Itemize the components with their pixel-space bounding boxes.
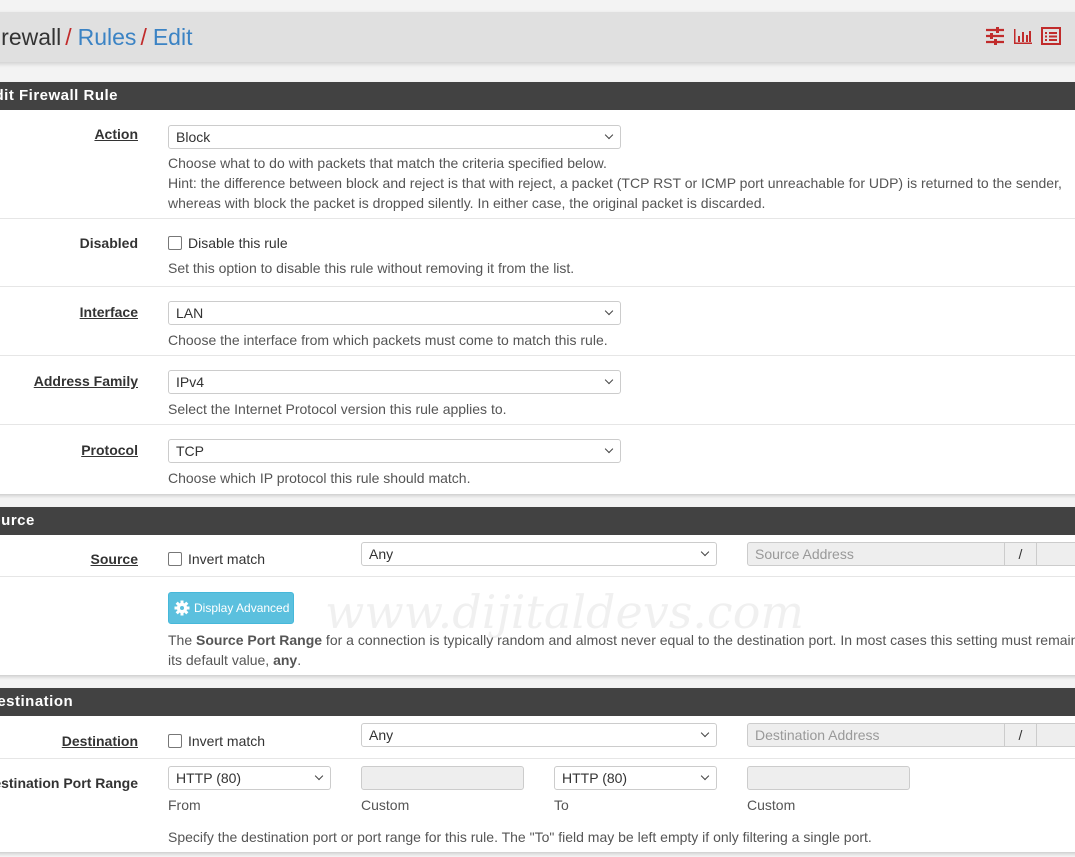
checkbox[interactable] — [168, 236, 182, 250]
breadcrumb-rules[interactable]: Rules — [77, 24, 137, 50]
disabled-label: Disabled — [79, 235, 138, 251]
port-from-custom-input[interactable] — [361, 766, 524, 790]
checkbox-label: Invert match — [188, 733, 266, 749]
disabled-help: Set this option to disable this rule wit… — [168, 260, 575, 276]
port-from-select[interactable]: HTTP (80) — [168, 766, 331, 790]
source-mask-select[interactable] — [1036, 542, 1075, 566]
watermark: www.dijitaldevs.com — [325, 585, 805, 639]
interface-help: Choose the interface from which packets … — [168, 332, 608, 348]
display-advanced-button[interactable]: Display Advanced — [168, 592, 294, 624]
interface-row: Interface LAN Choose the interface from … — [0, 287, 1075, 356]
protocol-label: Protocol — [81, 442, 138, 458]
address-family-help: Select the Internet Protocol version thi… — [168, 401, 507, 417]
breadcrumb: Firewall/Rules/Edit — [0, 24, 192, 51]
checkbox[interactable] — [168, 552, 182, 566]
checkbox[interactable] — [168, 734, 182, 748]
from-label: From — [168, 797, 201, 813]
destination-mask-select[interactable] — [1036, 723, 1075, 747]
breadcrumb-separator: / — [140, 24, 147, 50]
address-family-label: Address Family — [33, 373, 138, 389]
action-label: Action — [94, 126, 138, 142]
breadcrumb-separator: / — [65, 24, 72, 50]
protocol-help: Choose which IP protocol this rule shoul… — [168, 470, 471, 486]
protocol-select[interactable]: TCP — [168, 439, 621, 463]
destination-label: Destination — [61, 733, 138, 749]
breadcrumb-edit[interactable]: Edit — [152, 24, 193, 50]
action-hint: Hint: the difference between block and r… — [168, 175, 1062, 191]
destination-mask-separator: / — [1004, 723, 1037, 747]
source-advanced-row: Display Advanced The Source Port Range f… — [0, 577, 1075, 675]
destination-panel: Destination Destination Invert match Any… — [0, 688, 1075, 852]
checkbox-label: Disable this rule — [188, 235, 288, 251]
source-port-help-2: its default value, any. — [168, 650, 301, 670]
breadcrumb-firewall: Firewall — [0, 24, 62, 50]
to-label: To — [554, 797, 569, 813]
destination-port-row: Destination Port Range HTTP (80) HTTP (8… — [0, 759, 1075, 852]
destination-invert-checkbox[interactable]: Invert match — [168, 733, 265, 749]
panel-heading: Destination — [0, 688, 1075, 716]
custom-label: Custom — [747, 797, 796, 813]
help-text: for a connection is typically random and… — [322, 632, 1075, 648]
destination-row: Destination Invert match Any Destination… — [0, 716, 1075, 759]
port-to-custom-input[interactable] — [747, 766, 910, 790]
address-family-row: Address Family IPv4 Select the Internet … — [0, 356, 1075, 425]
address-family-select[interactable]: IPv4 — [168, 370, 621, 394]
button-label: Display Advanced — [194, 601, 290, 615]
edit-rule-panel: Edit Firewall Rule Action Block Choose w… — [0, 82, 1075, 494]
gear-icon — [174, 600, 190, 616]
source-type-select[interactable]: Any — [361, 542, 717, 566]
bar-chart-icon[interactable] — [1013, 27, 1033, 45]
list-icon[interactable] — [1041, 27, 1061, 45]
action-row: Action Block Choose what to do with pack… — [0, 110, 1075, 219]
source-port-help: The Source Port Range for a connection i… — [168, 630, 1075, 650]
source-mask-separator: / — [1004, 542, 1037, 566]
protocol-row: Protocol TCP Choose which IP protocol th… — [0, 425, 1075, 494]
source-invert-checkbox[interactable]: Invert match — [168, 551, 265, 567]
source-label: Source — [90, 551, 138, 567]
checkbox-label: Invert match — [188, 551, 266, 567]
source-panel: Source Source Invert match Any Source Ad… — [0, 507, 1075, 675]
interface-select[interactable]: LAN — [168, 301, 621, 325]
help-bold: Source Port Range — [196, 632, 323, 648]
destination-port-help: Specify the destination port or port ran… — [168, 829, 872, 845]
port-to-select[interactable]: HTTP (80) — [554, 766, 717, 790]
custom-label: Custom — [361, 797, 410, 813]
sliders-icon[interactable] — [985, 27, 1005, 45]
destination-address-input[interactable]: Destination Address — [747, 723, 1005, 747]
help-bold: any — [273, 652, 298, 668]
action-select[interactable]: Block — [168, 125, 621, 149]
page-header — [0, 12, 1075, 62]
destination-type-select[interactable]: Any — [361, 723, 717, 747]
disabled-row: Disabled Disable this rule Set this opti… — [0, 219, 1075, 287]
interface-label: Interface — [79, 304, 138, 320]
panel-heading: Edit Firewall Rule — [0, 82, 1075, 110]
source-row: Source Invert match Any Source Address / — [0, 535, 1075, 577]
source-address-input[interactable]: Source Address — [747, 542, 1005, 566]
help-text: The — [168, 632, 197, 648]
panel-heading: Source — [0, 507, 1075, 535]
help-text: . — [297, 652, 302, 668]
help-text: its default value, — [168, 652, 274, 668]
action-help: Choose what to do with packets that matc… — [168, 155, 607, 171]
action-hint-2: whereas with block the packet is dropped… — [168, 195, 766, 211]
disable-rule-checkbox[interactable]: Disable this rule — [168, 235, 288, 251]
destination-port-label: Destination Port Range — [0, 775, 138, 791]
